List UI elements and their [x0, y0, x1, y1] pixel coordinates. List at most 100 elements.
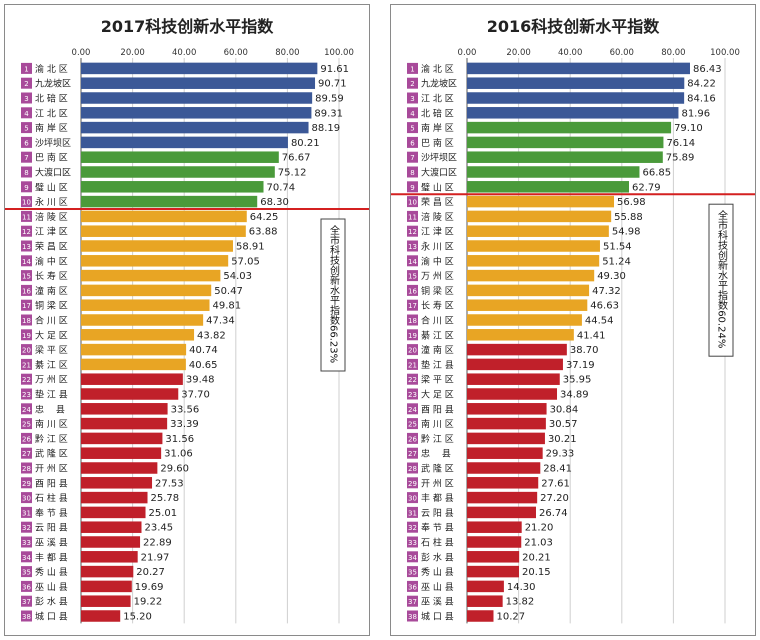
rank-badge: [407, 373, 418, 385]
value-label: 25.01: [149, 508, 178, 519]
rank-badge: [21, 255, 32, 267]
chart-title: 2016科技创新水平指数: [486, 17, 660, 36]
bar: [81, 136, 288, 149]
rank-number: 35: [408, 569, 417, 577]
value-label: 19.22: [134, 597, 163, 608]
category-label: 奉 节 县: [35, 507, 68, 519]
rank-badge: [21, 122, 32, 134]
bar: [467, 181, 629, 193]
category-label: 北 碚 区: [421, 107, 454, 119]
rank-badge: [407, 447, 418, 459]
value-label: 62.79: [632, 182, 661, 193]
rank-badge: [407, 77, 418, 89]
value-label: 54.03: [223, 271, 252, 282]
rank-number: 11: [22, 213, 31, 221]
value-label: 43.82: [197, 330, 226, 341]
rank-badge: [407, 181, 418, 193]
rank-number: 37: [408, 598, 417, 606]
rank-badge: [21, 151, 32, 163]
category-label: 垫 江 县: [421, 359, 454, 371]
bar: [81, 195, 258, 208]
rank-number: 27: [22, 450, 31, 458]
rank-number: 24: [408, 406, 417, 414]
bar: [467, 447, 543, 459]
bar: [467, 225, 609, 237]
category-label: 云 阳 县: [35, 523, 68, 534]
rank-number: 28: [22, 465, 31, 473]
rank-number: 20: [22, 347, 31, 355]
category-label: 涪 陵 区: [35, 211, 68, 223]
category-label: 黔 江 区: [35, 433, 68, 445]
rank-number: 17: [408, 302, 417, 310]
category-label: 璧 山 区: [35, 181, 68, 193]
rank-badge: [21, 62, 32, 74]
category-label: 永 川 区: [421, 241, 454, 253]
category-label: 巫 溪 县: [421, 596, 454, 608]
value-label: 28.41: [543, 464, 572, 475]
rank-number: 28: [408, 465, 417, 473]
bar: [81, 255, 229, 267]
value-label: 10.27: [496, 612, 525, 623]
value-label: 76.14: [666, 138, 695, 149]
category-label: 沙坪坝区: [35, 138, 71, 149]
rank-number: 8: [410, 169, 414, 177]
category-label: 大 足 区: [421, 389, 454, 401]
category-label: 忠 县: [421, 449, 451, 460]
rank-number: 13: [22, 243, 31, 251]
bar: [81, 403, 168, 415]
rank-number: 3: [410, 95, 414, 103]
value-label: 30.84: [550, 404, 579, 415]
bar: [467, 506, 536, 519]
category-label: 九龙坡区: [35, 78, 71, 90]
average-annotation-box: [320, 218, 346, 372]
rank-badge: [407, 551, 418, 563]
chart-panel-2016: 2016科技创新水平指数 0.00 20.00 40.00 60.00 80.00 100…: [390, 4, 756, 636]
rank-badge: [21, 225, 32, 237]
category-label: 沙坪坝区: [421, 153, 457, 164]
rank-number: 15: [408, 273, 417, 281]
bar: [467, 477, 539, 489]
value-label: 27.53: [155, 478, 184, 489]
bar: [81, 77, 316, 89]
category-label: 梁 平 区: [35, 344, 68, 356]
rank-badge: [21, 77, 32, 89]
rank-badge: [407, 521, 418, 533]
x-tick-label: 0.00: [458, 48, 477, 58]
value-label: 75.12: [278, 168, 307, 179]
bar: [81, 432, 163, 445]
bar: [467, 432, 545, 445]
bar: [81, 166, 275, 178]
bar-chart-2016: 0.00 20.00 40.00 60.00 80.00 100.00 1 渝 北 区 86.4…: [391, 48, 755, 624]
value-label: 13.82: [506, 597, 535, 608]
average-annotation-box: [708, 203, 734, 357]
category-label: 渝 北 区: [421, 63, 454, 75]
rank-number: 20: [408, 347, 417, 355]
value-label: 27.61: [541, 478, 570, 489]
rank-badge: [407, 151, 418, 163]
category-label: 彭 水 县: [421, 551, 454, 563]
rank-number: 37: [22, 598, 31, 606]
rank-badge: [407, 136, 418, 148]
rank-number: 13: [408, 243, 417, 251]
bar: [467, 551, 520, 563]
category-label: 渝 中 区: [421, 255, 454, 267]
rank-badge: [21, 181, 32, 193]
category-label: 丰 都 县: [421, 492, 454, 504]
rank-number: 12: [22, 228, 31, 236]
chart-title: 2017科技创新水平指数: [100, 17, 274, 36]
bar: [81, 373, 183, 385]
category-label: 江 津 区: [35, 227, 68, 238]
bar: [467, 314, 582, 326]
bar: [81, 210, 247, 223]
rank-badge: [407, 166, 418, 178]
value-label: 44.54: [585, 316, 614, 327]
value-label: 47.34: [206, 316, 235, 327]
category-label: 綦 江 区: [35, 359, 68, 371]
bar: [467, 92, 685, 104]
rank-number: 9: [24, 184, 28, 192]
rank-badge: [407, 403, 418, 415]
bar: [467, 107, 679, 119]
bar: [81, 299, 210, 311]
rank-number: 32: [408, 524, 417, 532]
value-label: 47.32: [592, 286, 621, 297]
